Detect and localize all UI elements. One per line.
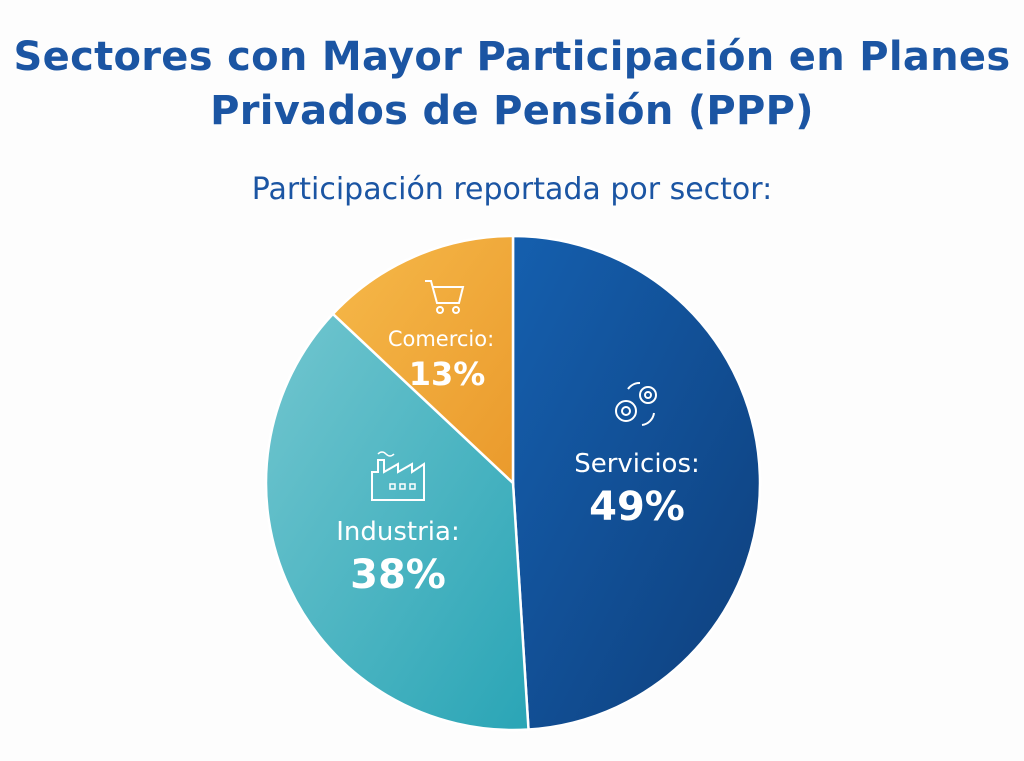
shopping-cart-icon [425,280,465,314]
slice-label-industria: Industria: [336,517,459,547]
pie-slice-industria [264,312,530,732]
slice-value-industria: 38% [350,552,446,598]
slice-value-servicios: 49% [589,484,685,530]
pie-slice-comercio [331,234,515,486]
slice-label-comercio: Comercio: [388,327,494,351]
gears-icon [615,382,657,426]
pie-slice-servicios [511,234,762,731]
factory-icon [371,451,425,501]
slice-label-servicios: Servicios: [574,449,700,479]
slice-value-comercio: 13% [409,355,486,393]
chart-title: Sectores con Mayor Participación en Plan… [13,34,1011,134]
chart-subtitle: Participación reportada por sector: [251,172,773,207]
